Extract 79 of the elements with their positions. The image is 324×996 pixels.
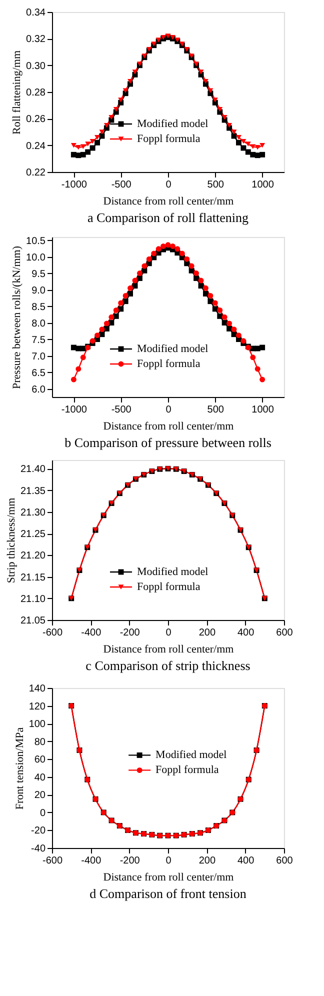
x-tick-label: -1000: [61, 404, 88, 416]
x-tick-label: 500: [207, 404, 224, 416]
y-tick-label: 10.5: [26, 236, 46, 247]
x-tick-label: -1000: [61, 180, 88, 190]
y-tick-label: 20: [34, 790, 46, 802]
y-tick-label: -40: [31, 844, 46, 854]
x-tick-label: 200: [198, 628, 216, 638]
y-tick-label: 100: [28, 719, 46, 730]
legend-label: Foppl formula: [137, 133, 200, 145]
legend-label: Foppl formula: [137, 358, 200, 370]
text: a Comparison of roll flattening: [87, 210, 250, 225]
y-tick-label: 21.05: [20, 616, 46, 626]
x-axis-title: Distance from roll center/mm: [103, 196, 234, 208]
text: c Comparison of strip thickness: [86, 658, 250, 673]
x-tick-label: 0: [166, 856, 172, 866]
x-tick-label: -500: [111, 180, 132, 190]
x-tick-label: -500: [111, 404, 132, 416]
x-tick-label: 1000: [252, 404, 274, 416]
x-axis-title: Distance from roll center/mm: [103, 644, 234, 656]
x-tick-label: -600: [42, 628, 63, 638]
x-tick-label: 400: [237, 628, 255, 638]
x-tick-label: 1000: [252, 180, 274, 190]
x-tick-label: 0: [166, 404, 172, 416]
y-tick-label: 80: [34, 736, 46, 748]
x-tick-label: 400: [237, 856, 255, 866]
y-tick-label: 21.40: [20, 464, 46, 476]
y-tick-label: 60: [34, 754, 46, 766]
x-tick-label: 200: [198, 856, 216, 866]
y-tick-label: 0.28: [26, 88, 46, 98]
y-tick-label: 21.10: [20, 594, 46, 605]
y-axis-title: Strip thickness/mm: [5, 497, 18, 584]
x-tick-label: -400: [81, 628, 102, 638]
y-tick-label: 21.30: [20, 507, 46, 518]
x-tick-label: 0: [166, 180, 172, 190]
y-tick-label: 0.24: [26, 140, 46, 152]
y-tick-label: 0: [40, 808, 46, 819]
x-tick-label: -200: [120, 628, 140, 638]
y-tick-label: 6.5: [32, 368, 46, 379]
y-tick-label: 40: [34, 772, 46, 784]
y-tick-label: 8.5: [32, 302, 46, 313]
y-tick-label: 21.25: [20, 529, 46, 540]
x-tick-label: 0: [166, 628, 172, 638]
x-tick-label: 500: [207, 180, 224, 190]
y-axis-title: Pressure between rolls/(kN/mm): [11, 246, 24, 389]
y-tick-label: 9.0: [32, 285, 46, 296]
x-tick-label: -200: [120, 856, 140, 866]
x-axis-title: Distance from roll center/mm: [103, 872, 234, 884]
text: b Comparison of pressure between rolls: [64, 435, 272, 450]
y-tick-label: 0.22: [26, 168, 46, 178]
legend-label: Modified model: [137, 343, 208, 355]
legend-label: Foppl formula: [156, 764, 219, 776]
legend-label: Foppl formula: [137, 581, 200, 593]
y-tick-label: 10.0: [26, 252, 46, 264]
x-tick-label: -600: [42, 856, 63, 866]
x-tick-label: -400: [81, 856, 102, 866]
x-tick-label: 600: [276, 628, 294, 638]
x-axis-title: Distance from roll center/mm: [103, 420, 234, 432]
legend-label: Modified model: [156, 749, 227, 762]
text: d Comparison of front tension: [90, 886, 247, 901]
y-tick-label: 8.0: [32, 318, 46, 330]
legend-label: Modified model: [137, 566, 208, 578]
y-axis-title: Roll flattening/mm: [11, 50, 24, 135]
y-tick-label: 9.5: [32, 268, 46, 280]
y-tick-label: 0.26: [26, 114, 46, 126]
y-tick-label: 7.5: [32, 334, 46, 346]
y-tick-label: 7.0: [32, 351, 46, 362]
y-tick-label: 0.34: [26, 8, 46, 18]
y-tick-label: 140: [28, 684, 46, 694]
y-tick-label: 21.20: [20, 550, 46, 562]
x-tick-label: 600: [276, 856, 294, 866]
y-tick-label: 6.0: [32, 384, 46, 396]
legend-label: Modified model: [137, 118, 208, 130]
y-tick-label: 0.32: [26, 34, 46, 46]
y-tick-label: 21.35: [20, 486, 46, 497]
y-tick-label: 120: [28, 701, 46, 712]
y-tick-label: -20: [31, 826, 46, 837]
y-tick-label: 21.15: [20, 572, 46, 584]
y-axis-title: Front tension/MPa: [14, 727, 26, 810]
y-tick-label: 0.30: [26, 60, 46, 72]
